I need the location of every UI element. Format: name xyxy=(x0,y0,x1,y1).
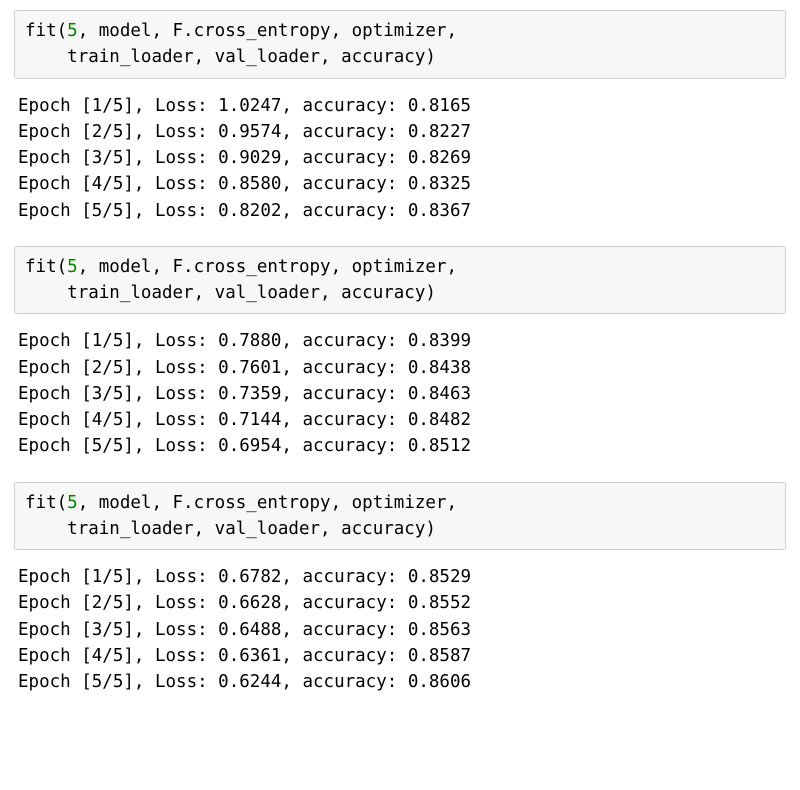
notebook-section: fit(5, model, F.cross_entropy, optimizer… xyxy=(14,10,786,228)
output-line: Epoch [1/5], Loss: 0.7880, accuracy: 0.8… xyxy=(18,328,784,354)
code-token-number: 5 xyxy=(67,257,78,277)
code-token-paren: ( xyxy=(57,257,68,277)
code-token-rest: , model, F.cross_entropy, optimizer, xyxy=(78,493,457,513)
output-line: Epoch [2/5], Loss: 0.7601, accuracy: 0.8… xyxy=(18,355,784,381)
output-line: Epoch [5/5], Loss: 0.6954, accuracy: 0.8… xyxy=(18,433,784,459)
code-token-indent xyxy=(25,280,67,306)
output-line: Epoch [1/5], Loss: 0.6782, accuracy: 0.8… xyxy=(18,564,784,590)
code-token-rest: train_loader, val_loader, accuracy) xyxy=(67,283,436,303)
code-token-fn: fit xyxy=(25,257,57,277)
code-token-rest: train_loader, val_loader, accuracy) xyxy=(67,47,436,67)
code-line: fit(5, model, F.cross_entropy, optimizer… xyxy=(25,490,775,516)
code-line: fit(5, model, F.cross_entropy, optimizer… xyxy=(25,18,775,44)
output-line: Epoch [4/5], Loss: 0.8580, accuracy: 0.8… xyxy=(18,171,784,197)
code-token-rest: , model, F.cross_entropy, optimizer, xyxy=(78,257,457,277)
code-token-paren: ( xyxy=(57,493,68,513)
output-line: Epoch [1/5], Loss: 1.0247, accuracy: 0.8… xyxy=(18,93,784,119)
code-token-fn: fit xyxy=(25,493,57,513)
output-block: Epoch [1/5], Loss: 0.6782, accuracy: 0.8… xyxy=(14,564,786,699)
code-token-paren: ( xyxy=(57,21,68,41)
output-line: Epoch [4/5], Loss: 0.6361, accuracy: 0.8… xyxy=(18,643,784,669)
output-line: Epoch [5/5], Loss: 0.6244, accuracy: 0.8… xyxy=(18,669,784,695)
code-token-number: 5 xyxy=(67,21,78,41)
output-line: Epoch [3/5], Loss: 0.6488, accuracy: 0.8… xyxy=(18,617,784,643)
output-line: Epoch [4/5], Loss: 0.7144, accuracy: 0.8… xyxy=(18,407,784,433)
code-line: train_loader, val_loader, accuracy) xyxy=(25,280,775,306)
code-token-rest: train_loader, val_loader, accuracy) xyxy=(67,519,436,539)
code-cell[interactable]: fit(5, model, F.cross_entropy, optimizer… xyxy=(14,246,786,315)
output-line: Epoch [3/5], Loss: 0.9029, accuracy: 0.8… xyxy=(18,145,784,171)
output-line: Epoch [2/5], Loss: 0.9574, accuracy: 0.8… xyxy=(18,119,784,145)
output-block: Epoch [1/5], Loss: 0.7880, accuracy: 0.8… xyxy=(14,328,786,463)
notebook-section: fit(5, model, F.cross_entropy, optimizer… xyxy=(14,246,786,464)
code-token-indent xyxy=(25,44,67,70)
notebook-section: fit(5, model, F.cross_entropy, optimizer… xyxy=(14,482,786,700)
code-line: train_loader, val_loader, accuracy) xyxy=(25,516,775,542)
output-line: Epoch [2/5], Loss: 0.6628, accuracy: 0.8… xyxy=(18,590,784,616)
code-line: train_loader, val_loader, accuracy) xyxy=(25,44,775,70)
code-token-indent xyxy=(25,516,67,542)
code-cell[interactable]: fit(5, model, F.cross_entropy, optimizer… xyxy=(14,482,786,551)
output-block: Epoch [1/5], Loss: 1.0247, accuracy: 0.8… xyxy=(14,93,786,228)
code-line: fit(5, model, F.cross_entropy, optimizer… xyxy=(25,254,775,280)
output-line: Epoch [5/5], Loss: 0.8202, accuracy: 0.8… xyxy=(18,198,784,224)
code-token-rest: , model, F.cross_entropy, optimizer, xyxy=(78,21,457,41)
code-token-fn: fit xyxy=(25,21,57,41)
code-token-number: 5 xyxy=(67,493,78,513)
code-cell[interactable]: fit(5, model, F.cross_entropy, optimizer… xyxy=(14,10,786,79)
output-line: Epoch [3/5], Loss: 0.7359, accuracy: 0.8… xyxy=(18,381,784,407)
